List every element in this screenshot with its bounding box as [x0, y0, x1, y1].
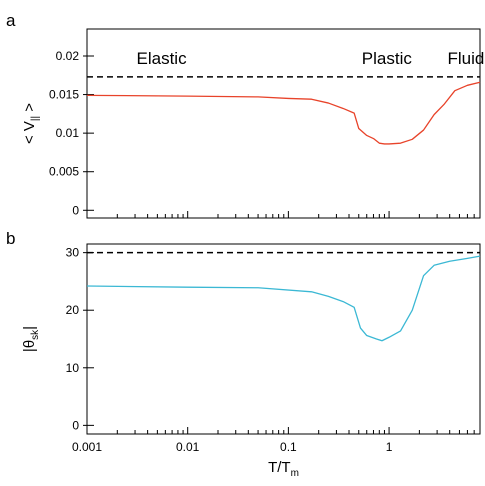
plot-frame [86, 243, 481, 435]
y-tick-label: 0.005 [49, 165, 79, 179]
x-tick-label: 0.01 [176, 440, 200, 454]
y-axis-title: < V|| > [21, 103, 41, 144]
region-label: Elastic [137, 49, 188, 68]
panel-letter: b [6, 229, 15, 248]
panel-b: b 0 10 20 30 |θsk| 0.001 0.01 0.1 1 T/Tm [6, 229, 481, 479]
y-tick-label: 0.015 [49, 88, 79, 102]
y-tick-label: 0.01 [56, 126, 80, 140]
x-axis-title: T/Tm [268, 459, 299, 479]
y-tick-label: 0 [72, 418, 79, 432]
y-tick-label: 10 [66, 361, 80, 375]
region-label: Fluid [448, 49, 485, 68]
y-tick-label: 0.02 [56, 49, 80, 63]
region-label: Plastic [362, 49, 413, 68]
series-line [86, 255, 481, 342]
y-axis-title: |θsk| [21, 326, 41, 352]
y-tick-label: 0 [72, 203, 79, 217]
y-tick-label: 20 [66, 303, 80, 317]
panel-a: a 0 0.005 0.01 0.015 0.02 < V|| > Elastic Plasti… [6, 11, 485, 219]
x-tick-label: 0.001 [72, 440, 102, 454]
x-tick-label: 0.1 [280, 440, 297, 454]
y-tick-label: 30 [66, 246, 80, 260]
x-tick-label: 1 [386, 440, 393, 454]
series-line [86, 81, 481, 145]
panel-letter: a [6, 11, 16, 30]
